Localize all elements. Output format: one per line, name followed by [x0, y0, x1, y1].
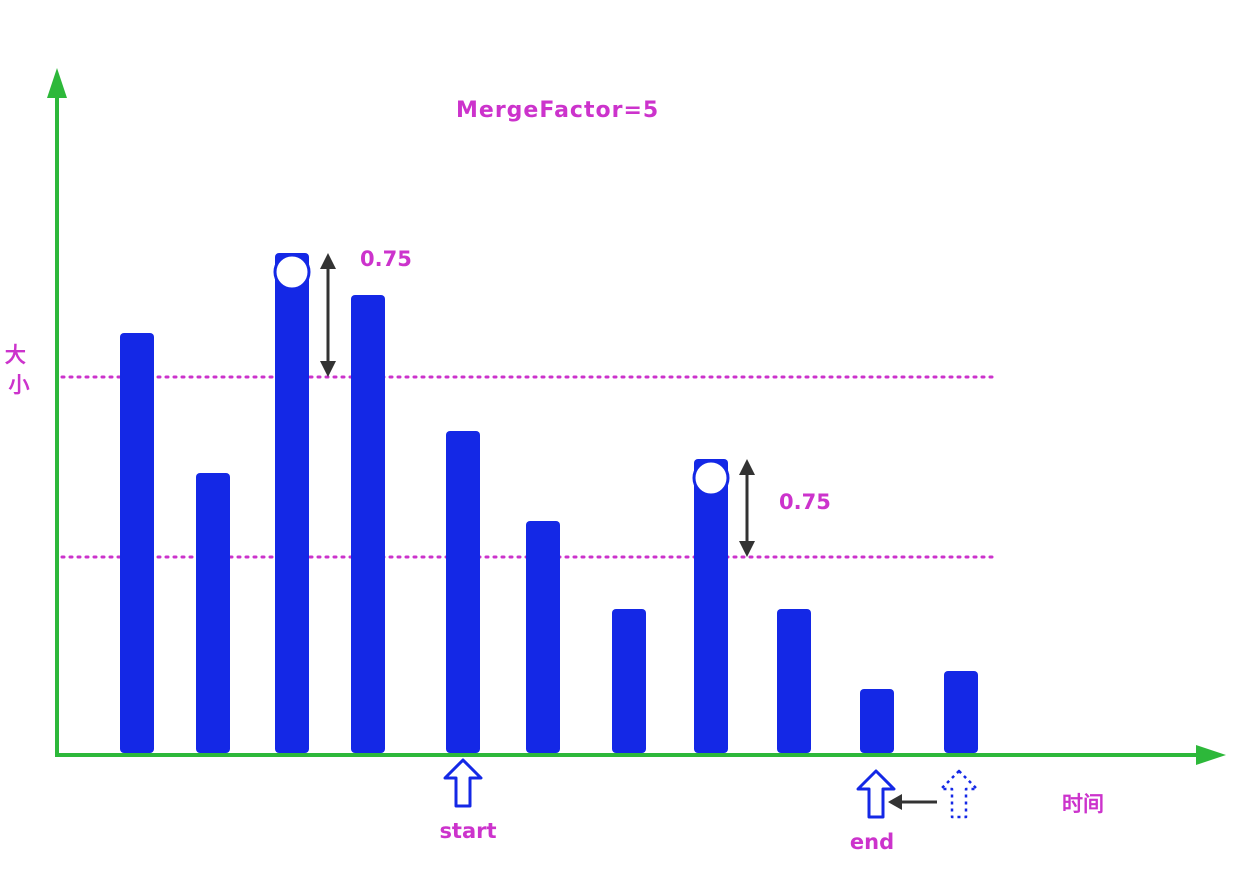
segment-bar-6 — [526, 521, 560, 753]
x-axis-arrowhead — [1196, 745, 1226, 765]
annotations: 0.75 0.75 — [273, 247, 831, 557]
segment-bar-9 — [777, 609, 811, 753]
bars — [120, 253, 978, 753]
end-pointer-label: end — [850, 830, 894, 854]
next-pointer-arrow — [939, 769, 979, 819]
start-pointer-label: start — [439, 819, 496, 843]
y-axis-label-char-1: 大 — [5, 343, 26, 367]
segment-bar-3 — [275, 253, 309, 753]
axes — [47, 68, 1226, 765]
merge-marker-circle-1 — [273, 253, 311, 291]
diagram-title: MergeFactor=5 — [456, 98, 659, 123]
x-axis-label: 时间 — [1062, 792, 1104, 816]
segment-bar-7 — [612, 609, 646, 753]
segment-bar-2 — [196, 473, 230, 753]
end-pointer-arrow — [856, 769, 896, 819]
segment-bar-4 — [351, 295, 385, 753]
ratio-arrow-down-head-1 — [320, 361, 336, 377]
merge-marker-circle-2 — [692, 459, 730, 497]
y-axis-label: 大 小 — [5, 343, 33, 397]
ratio-arrow-up-head-1 — [320, 253, 336, 269]
segment-bar-8 — [694, 459, 728, 753]
segment-bar-11 — [944, 671, 978, 753]
ratio-arrow-down-head-2 — [739, 541, 755, 557]
segment-bar-1 — [120, 333, 154, 753]
segment-bar-10 — [860, 689, 894, 753]
segment-bar-5 — [446, 431, 480, 753]
pointers: start end — [439, 758, 979, 854]
shift-arrow-head — [888, 794, 902, 810]
start-pointer-arrow — [443, 758, 483, 808]
y-axis-label-char-2: 小 — [9, 373, 30, 397]
ratio-arrow-up-head-2 — [739, 459, 755, 475]
y-axis-arrowhead — [47, 68, 67, 98]
ratio-label-1: 0.75 — [360, 247, 412, 271]
ratio-label-2: 0.75 — [779, 490, 831, 514]
